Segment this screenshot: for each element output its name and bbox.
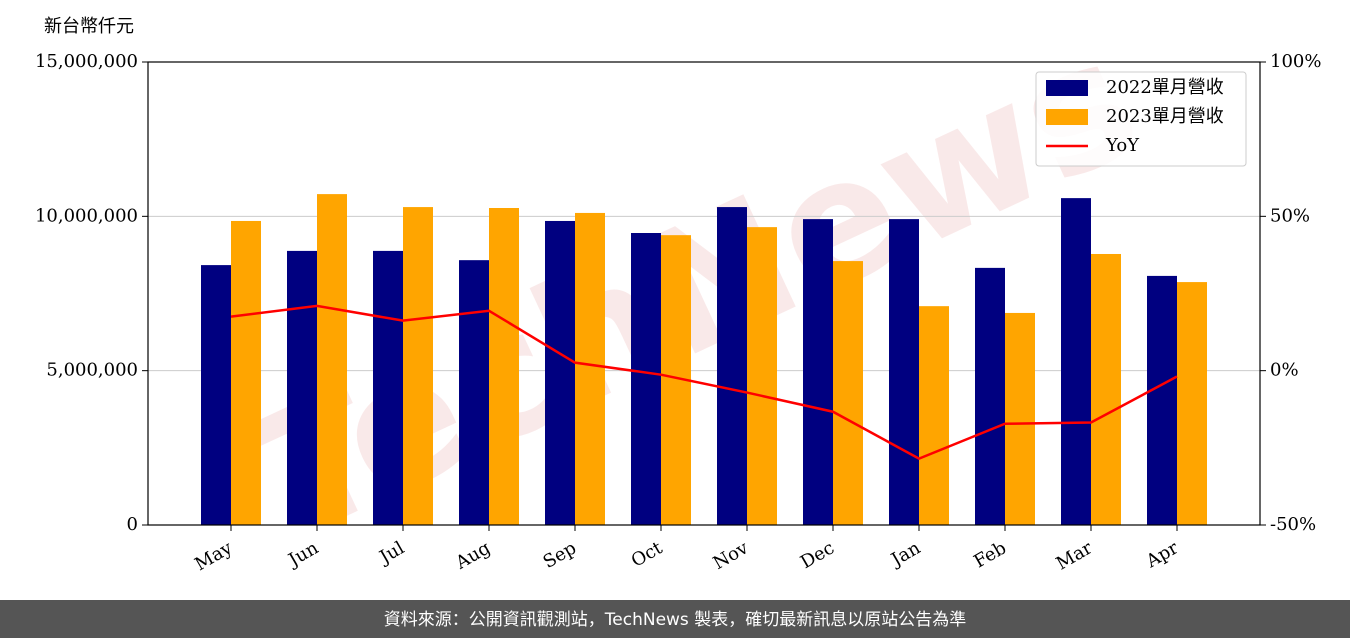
bar [459, 260, 489, 525]
y-axis-label: 新台幣仟元 [44, 16, 134, 37]
legend-swatch [1046, 109, 1088, 125]
bar [1005, 312, 1035, 525]
x-tick-label: Feb [970, 537, 1010, 572]
legend-label: 2023單月營收 [1106, 106, 1224, 127]
y-tick-label: 5,000,000 [46, 360, 138, 381]
x-tick-label: Jan [886, 537, 924, 571]
y-tick-label: 15,000,000 [35, 51, 138, 72]
legend-swatch [1046, 80, 1088, 96]
bar [1091, 253, 1121, 525]
bar [803, 219, 833, 525]
bar [747, 227, 777, 526]
bar [403, 207, 433, 525]
bar [317, 194, 347, 526]
y2-tick-label: 100% [1270, 51, 1321, 72]
y2-tick-label: 50% [1270, 205, 1310, 226]
bar [1147, 275, 1177, 525]
bar [631, 233, 661, 525]
bar [545, 220, 575, 526]
y-tick-label: 10,000,000 [35, 205, 138, 226]
x-tick-label: Mar [1053, 537, 1097, 574]
bar [717, 207, 747, 525]
legend-box [1035, 71, 1247, 167]
footer-bar [0, 600, 1350, 638]
legend-label: YoY [1105, 135, 1140, 156]
bar [975, 267, 1005, 525]
yoy-line [230, 304, 1178, 461]
x-tick-label: Sep [540, 537, 580, 572]
legend: 2022單月營收 2023單月營收 YoY [1035, 71, 1247, 167]
bar [201, 265, 231, 525]
x-tick-label: Apr [1142, 537, 1182, 572]
y2-tick-label: 0% [1270, 360, 1299, 381]
legend-label: 2022單月營收 [1106, 77, 1224, 98]
x-tick-label: Oct [628, 537, 667, 572]
y2-tick-label: -50% [1270, 514, 1316, 535]
bar [889, 219, 919, 525]
bar [231, 220, 261, 526]
x-tick-label: Dec [797, 537, 838, 573]
bar [1061, 198, 1091, 525]
y-tick-label: 0 [127, 514, 138, 535]
plot-frame [147, 61, 1261, 526]
bar [373, 250, 403, 526]
x-tick-label: Nov [710, 537, 753, 574]
bar [919, 306, 949, 525]
bar [287, 250, 317, 526]
bar [833, 261, 863, 525]
x-tick-label: May [191, 537, 236, 575]
bar [575, 212, 605, 526]
bar [489, 207, 519, 525]
x-tick-label: Aug [451, 537, 494, 574]
bar [1177, 282, 1207, 525]
source-note: 資料來源：公開資訊觀測站，TechNews 製表，確切最新訊息以原站公告為準 [384, 610, 966, 630]
